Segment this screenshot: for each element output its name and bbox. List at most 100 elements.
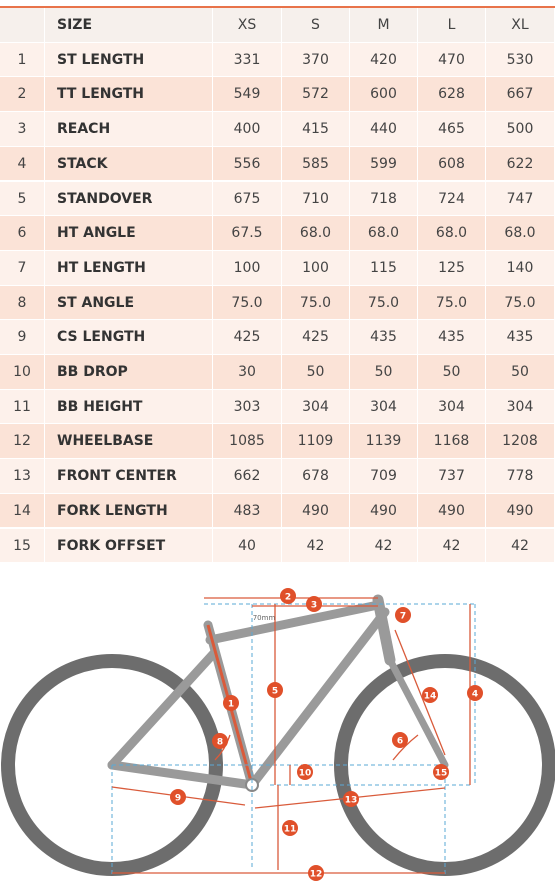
table-cell: M	[350, 8, 417, 42]
table-cell: 435	[418, 320, 485, 354]
table-cell: 125	[418, 250, 485, 285]
table-cell: 2	[0, 77, 44, 112]
row-label: FRONT CENTER	[45, 459, 212, 493]
guide-lines	[111, 603, 476, 875]
table-cell: 68.0	[486, 216, 554, 250]
row-label: HT ANGLE	[45, 216, 212, 250]
marker-badge	[422, 687, 438, 703]
table-cell: S	[282, 8, 349, 42]
table-cell: 10	[0, 355, 44, 389]
table-cell: 50	[418, 355, 485, 389]
table-cell: 75.0	[282, 285, 349, 320]
table-cell: 470	[418, 42, 485, 77]
table-cell: 675	[213, 181, 281, 216]
table-cell: 490	[282, 493, 349, 528]
table-cell: 40	[213, 528, 281, 563]
table-cell: 75.0	[213, 285, 281, 320]
marker-badge	[282, 820, 298, 836]
table-cell: 1109	[282, 424, 349, 459]
marker-badge	[308, 865, 324, 881]
table-cell: 678	[282, 459, 349, 493]
table-cell: 662	[213, 459, 281, 493]
table-cell: 15	[0, 528, 44, 563]
table-cell: 628	[418, 77, 485, 112]
table-cell: 549	[213, 77, 281, 112]
marker-badge	[392, 732, 408, 748]
table-cell: 11	[0, 389, 44, 424]
table-cell: 608	[418, 146, 485, 181]
row-label: HT LENGTH	[45, 250, 212, 285]
marker-badge	[467, 685, 483, 701]
marker-label: 14	[424, 692, 437, 702]
table-cell: 465	[418, 112, 485, 146]
marker-label: 11	[284, 825, 297, 835]
table-cell: XS	[213, 8, 281, 42]
marker-label: 13	[345, 796, 358, 806]
table-cell: 420	[350, 42, 417, 77]
table-cell: 1139	[350, 424, 417, 459]
table-cell: 12	[0, 424, 44, 459]
table-cell: 50	[486, 355, 554, 389]
table-cell: 1208	[486, 424, 554, 459]
table-cell: 140	[486, 250, 554, 285]
table-cell: 75.0	[418, 285, 485, 320]
marker-badge	[170, 789, 186, 805]
table-cell: 737	[418, 459, 485, 493]
table-cell: 30	[213, 355, 281, 389]
table-cell: 530	[486, 42, 554, 77]
table-cell: 100	[282, 250, 349, 285]
table-cell: 718	[350, 181, 417, 216]
marker-label: 3	[311, 601, 317, 611]
table-cell: 425	[282, 320, 349, 354]
marker-badge	[212, 733, 228, 749]
marker-badge	[343, 791, 359, 807]
table-cell: 622	[486, 146, 554, 181]
row-label: CS LENGTH	[45, 320, 212, 354]
row-label: WHEELBASE	[45, 424, 212, 459]
table-cell: L	[418, 8, 485, 42]
row-label: FORK LENGTH	[45, 493, 212, 528]
table-cell: 600	[350, 77, 417, 112]
table-cell: 42	[418, 528, 485, 563]
table-cell: 50	[350, 355, 417, 389]
marker-label: 15	[435, 769, 448, 779]
table-cell: 67.5	[213, 216, 281, 250]
table-cell: 68.0	[350, 216, 417, 250]
table-cell: 6	[0, 216, 44, 250]
table-cell: 42	[486, 528, 554, 563]
table-cell: 8	[0, 285, 44, 320]
table-cell: 14	[0, 493, 44, 528]
marker-label: 5	[272, 687, 278, 697]
table-cell: 435	[486, 320, 554, 354]
table-cell: 3	[0, 112, 44, 146]
marker-label: 10	[299, 769, 312, 779]
marker-badge	[306, 596, 322, 612]
table-cell: 4	[0, 146, 44, 181]
table-cell: 599	[350, 146, 417, 181]
table-cell: 747	[486, 181, 554, 216]
table-cell: 585	[282, 146, 349, 181]
table-cell: 490	[486, 493, 554, 528]
marker-label: 6	[397, 737, 403, 747]
table-cell: 303	[213, 389, 281, 424]
row-label: STANDOVER	[45, 181, 212, 216]
table-cell: 75.0	[350, 285, 417, 320]
table-cell: 331	[213, 42, 281, 77]
marker-label: 9	[175, 794, 181, 804]
marker-label: 4	[472, 690, 478, 700]
marker-badge	[223, 695, 239, 711]
row-label: BB HEIGHT	[45, 389, 212, 424]
table-cell: 556	[213, 146, 281, 181]
marker-label: 12	[310, 870, 323, 880]
row-label: ST LENGTH	[45, 42, 212, 77]
marker-badge	[395, 607, 411, 623]
wheels	[1, 654, 555, 876]
table-cell: 68.0	[282, 216, 349, 250]
table-cell: 490	[418, 493, 485, 528]
row-label: REACH	[45, 112, 212, 146]
marker-badge	[433, 764, 449, 780]
table-cell: 1168	[418, 424, 485, 459]
table-cell: 5	[0, 181, 44, 216]
marker-label: 8	[217, 738, 223, 748]
